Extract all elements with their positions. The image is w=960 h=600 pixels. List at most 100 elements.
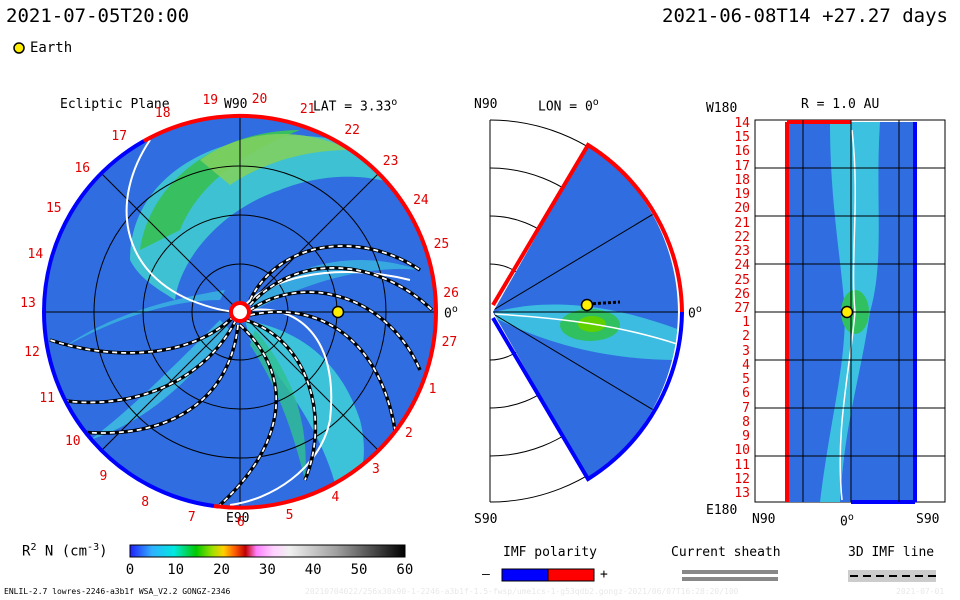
radius-y-label: 2: [742, 329, 750, 345]
ecliptic-plane-panel: [41, 113, 438, 510]
polarity-positive-swatch: [547, 568, 595, 582]
density-colorbar: [129, 544, 406, 558]
carrington-label: 8: [141, 494, 150, 510]
carrington-label: 20: [251, 91, 268, 107]
earth-legend-label: Earth: [30, 40, 73, 56]
current-sheath-title: Current sheath: [671, 545, 781, 560]
earth-marker-ecliptic: [331, 305, 345, 319]
polarity-negative-swatch: [501, 568, 549, 582]
imf3d-line-swatch: [848, 570, 936, 582]
carrington-label: 14: [27, 246, 44, 262]
meridional-top-label: N90: [474, 97, 498, 112]
radius-y-label: 5: [742, 372, 750, 388]
radius-panel: [754, 119, 946, 504]
carrington-label: 4: [331, 490, 340, 506]
radius-y-label: 12: [734, 471, 750, 487]
radius-y-label: 20: [734, 201, 750, 217]
radius-y-label: 13: [734, 486, 750, 501]
radius-x-label-n90: N90: [752, 512, 776, 527]
radius-x-label-0: 0o: [840, 512, 854, 530]
radius-y-label: 10: [734, 443, 750, 459]
meridional-bottom-label: S90: [474, 512, 498, 527]
radius-top-left-label: W180: [706, 101, 738, 116]
ecliptic-lat-label: LAT = 3.33o: [313, 97, 398, 115]
radius-y-label: 21: [734, 215, 750, 231]
carrington-label: 17: [111, 128, 128, 144]
ecliptic-top-label: W90: [224, 97, 248, 112]
colorbar-tick-label: 40: [304, 562, 322, 578]
ecliptic-right-label: 0o: [444, 304, 458, 322]
radius-y-label: 4: [742, 357, 750, 373]
earth-marker-meridional: [580, 298, 594, 312]
carrington-label: 23: [382, 153, 399, 169]
radius-y-label: 15: [734, 130, 750, 146]
carrington-label: 21: [299, 102, 316, 118]
radius-y-label: 18: [734, 172, 750, 188]
footer-run-id: 20210704022/256x30x90-1-2246-a3b1f-1.5-f…: [305, 587, 739, 596]
radius-y-label: 23: [734, 244, 750, 260]
carrington-label: 22: [344, 123, 360, 139]
radius-y-label: 19: [734, 187, 750, 203]
imf3d-title: 3D IMF line: [848, 545, 935, 560]
radius-y-label: 3: [742, 343, 750, 359]
radius-bottom-left-label: E180: [706, 503, 738, 518]
carrington-label: 25: [433, 237, 450, 253]
left-timestamp: 2021-07-05T20:00: [6, 5, 190, 27]
right-timestamp: 2021-06-08T14 +27.27 days: [662, 5, 948, 27]
polarity-minus-label: –: [482, 567, 490, 582]
radius-y-label: 8: [742, 414, 750, 430]
carrington-label: 26: [443, 285, 459, 301]
meridional-panel: [489, 119, 684, 503]
footer-date: 2021-07-01: [896, 587, 945, 596]
colorbar-tick-label: 50: [350, 562, 368, 578]
carrington-label: 5: [285, 508, 294, 524]
radius-y-label: 6: [742, 386, 750, 402]
carrington-label: 6: [236, 514, 245, 530]
colorbar-tick-label: 10: [167, 562, 185, 578]
carrington-label: 9: [99, 468, 108, 484]
earth-legend-icon: [13, 42, 25, 54]
polarity-plus-label: +: [600, 567, 608, 582]
carrington-label: 1: [428, 382, 437, 398]
carrington-label: 3: [372, 462, 380, 478]
colorbar-tick-label: 30: [258, 562, 276, 578]
radius-y-label: 26: [734, 286, 750, 302]
radius-y-label: 25: [734, 272, 750, 288]
radius-y-label: 9: [742, 429, 750, 445]
radius-y-label: 16: [734, 144, 750, 160]
footer-run-info: ENLIL-2.7 lowres-2246-a3b1f WSA_V2.2 GON…: [4, 587, 231, 596]
carrington-label: 11: [39, 391, 55, 407]
carrington-label: 2: [404, 425, 413, 441]
carrington-label: 10: [64, 433, 81, 449]
radius-y-label: 7: [742, 400, 750, 416]
radius-y-label: 1: [742, 315, 750, 331]
carrington-label: 12: [24, 344, 40, 360]
radius-r-label: R = 1.0 AU: [801, 97, 880, 112]
radius-y-label: 11: [734, 457, 750, 473]
carrington-label: 24: [413, 192, 429, 208]
carrington-label: 18: [154, 105, 171, 121]
radius-y-label: 17: [734, 158, 750, 174]
current-sheath-swatch: [682, 570, 778, 581]
meridional-right-label: 0o: [688, 304, 702, 322]
colorbar-label: R2 N (cm-3): [22, 542, 108, 560]
radius-y-label: 14: [734, 116, 750, 131]
earth-marker-radius: [840, 305, 854, 319]
colorbar-tick-label: 60: [396, 562, 414, 578]
carrington-label: 7: [187, 510, 196, 526]
sun-marker: [229, 301, 251, 323]
carrington-label: 16: [74, 161, 91, 177]
colorbar-tick-label: 0: [125, 562, 135, 578]
imf-polarity-title: IMF polarity: [503, 545, 597, 560]
radius-y-label: 22: [734, 229, 750, 245]
radius-y-label: 24: [734, 258, 750, 274]
ecliptic-title: Ecliptic Plane: [60, 97, 170, 112]
carrington-label: 13: [20, 295, 36, 311]
carrington-label: 15: [45, 201, 62, 217]
carrington-label: 27: [441, 334, 458, 350]
carrington-label: 19: [202, 93, 219, 109]
ecliptic-bottom-label: E90: [226, 511, 250, 526]
radius-y-label: 27: [734, 301, 750, 316]
colorbar-tick-label: 20: [213, 562, 230, 578]
